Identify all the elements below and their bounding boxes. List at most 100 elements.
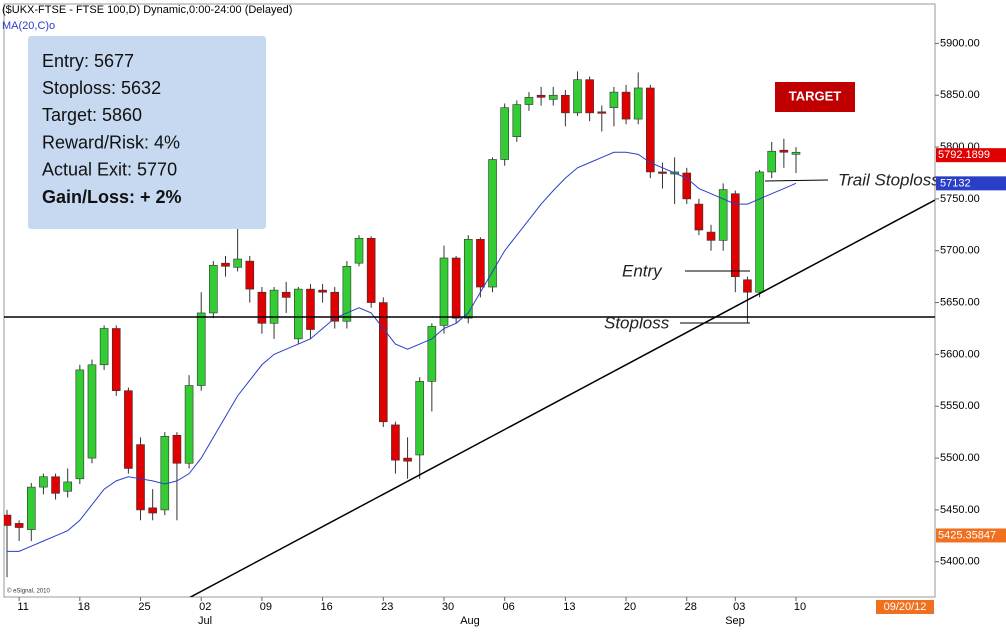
plot-area: [4, 71, 801, 578]
candle-body: [172, 434, 182, 464]
candle-body: [524, 97, 534, 105]
x-tick-label: 23: [381, 601, 393, 613]
candle-body: [427, 326, 437, 382]
candle-body: [621, 91, 631, 120]
candle-body: [561, 94, 570, 114]
candle-body: [75, 369, 85, 480]
candle-body: [415, 381, 425, 456]
x-tick-label: 25: [138, 601, 150, 613]
month-label: Jul: [198, 615, 212, 627]
candle-body: [342, 265, 352, 322]
candle-body: [366, 237, 376, 303]
info-line: Stoploss: 5632: [42, 78, 161, 98]
candle-body: [646, 87, 655, 173]
trend-line: [189, 199, 935, 597]
candle-body: [257, 291, 267, 324]
info-text: Entry: 5677 Stoploss: 5632 Target: 5860 Rew…: [42, 51, 182, 207]
candle-body: [136, 444, 145, 511]
candle-body: [633, 87, 643, 120]
candle-body: [354, 237, 364, 264]
candle-body: [597, 111, 607, 114]
candle-body: [536, 94, 546, 98]
info-line: Actual Exit: 5770: [42, 160, 177, 180]
candle-body: [731, 193, 740, 277]
candle-body: [463, 239, 473, 319]
entry-label: Entry: [622, 261, 663, 280]
candle-body: [99, 328, 109, 366]
candle-body: [51, 476, 60, 494]
ma-price-box: [936, 176, 1006, 191]
candle-body: [233, 258, 242, 268]
candle-body: [682, 172, 692, 200]
date-label: 09/20/12: [884, 601, 927, 613]
y-tick-label: 5500.00: [940, 452, 980, 464]
candle-body: [391, 424, 400, 461]
candle-body: [306, 288, 315, 330]
info-line: Entry: 5677: [42, 51, 134, 71]
chart-title: ($UKX-FTSE - FTSE 100,D) Dynamic,0:00-24…: [2, 4, 292, 16]
info-box: [28, 36, 266, 229]
x-tick-label: 13: [563, 601, 575, 613]
y-tick-label: 5900.00: [940, 37, 980, 49]
candle-body: [294, 288, 303, 340]
candle-body: [14, 523, 24, 528]
y-tick-label: 5750.00: [940, 193, 980, 205]
stoploss-label: Stoploss: [604, 313, 670, 332]
candle-body: [694, 203, 704, 231]
x-tick-label: 18: [78, 601, 90, 613]
candle-body: [63, 481, 72, 492]
y-tick-label: 5400.00: [940, 556, 980, 568]
price-label: 5792.1899: [938, 149, 990, 161]
target-box: [775, 82, 855, 112]
candle-body: [39, 476, 48, 488]
candle-body: [124, 390, 133, 469]
candle-body: [548, 94, 558, 100]
trail-pointer: [764, 179, 829, 182]
candle-body: [26, 486, 36, 530]
candle-body: [512, 104, 522, 137]
candle-body: [573, 79, 582, 114]
candle-body: [706, 231, 716, 241]
candle-body: [743, 279, 752, 293]
candle-body: [318, 289, 327, 293]
x-tick-label: 16: [320, 601, 332, 613]
x-tick-label: 11: [17, 601, 28, 613]
candle-body: [148, 507, 157, 514]
info-line: Reward/Risk: 4%: [42, 132, 180, 152]
candle-body: [500, 107, 509, 160]
candle-body: [281, 291, 291, 298]
x-tick-label: 28: [685, 601, 697, 613]
candle-body: [451, 257, 461, 319]
candle-body: [439, 257, 449, 326]
y-tick-label: 5600.00: [940, 348, 980, 360]
month-label: Aug: [460, 615, 480, 627]
candle-body: [87, 364, 97, 459]
y-tick-label: 5700.00: [940, 245, 980, 257]
candle-body: [269, 289, 279, 324]
target-label: TARGET: [789, 88, 842, 103]
candle-body: [779, 149, 789, 153]
candle-body: [245, 260, 255, 290]
month-label: Sep: [725, 615, 745, 627]
candle-body: [196, 312, 206, 386]
candle-body: [160, 436, 170, 511]
candle-body: [4, 514, 12, 526]
x-tick-label: 10: [794, 601, 806, 613]
candle-body: [476, 239, 485, 288]
candle-body: [609, 91, 619, 108]
trail-label: Trail Stoploss: [838, 170, 940, 189]
candle-body: [488, 159, 497, 288]
candle-body: [755, 171, 764, 293]
y-tick-label: 5450.00: [940, 504, 980, 516]
price-label: 5425.35847: [938, 529, 996, 541]
drawings: [4, 179, 935, 597]
ma-price-label: 57132: [940, 177, 971, 189]
candle-body: [378, 302, 388, 423]
y-tick-label: 5650.00: [940, 296, 980, 308]
candle-body: [111, 328, 121, 391]
price-box: [936, 528, 1006, 543]
price-box: [936, 148, 1006, 163]
y-tick-label: 5550.00: [940, 400, 980, 412]
